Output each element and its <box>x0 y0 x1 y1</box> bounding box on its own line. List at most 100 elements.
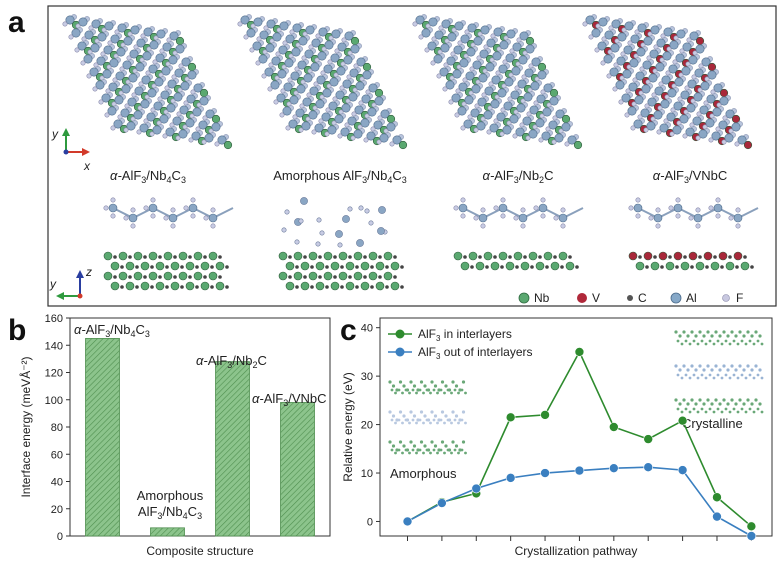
atom <box>96 56 106 66</box>
legend-swatch-f <box>722 294 730 302</box>
atom <box>315 241 321 247</box>
atom <box>203 275 207 279</box>
atom <box>461 410 466 414</box>
legend-label-f: F <box>736 291 743 305</box>
atom <box>278 251 288 261</box>
atom <box>195 265 199 269</box>
atom <box>355 265 359 269</box>
atom <box>695 261 705 271</box>
atom <box>143 27 153 37</box>
atom <box>133 271 143 281</box>
atom <box>700 81 710 91</box>
atom <box>503 101 513 111</box>
atom <box>674 364 678 368</box>
panel-c-plot-frame <box>379 317 773 537</box>
atom <box>130 25 140 35</box>
atom <box>390 281 400 291</box>
inset-amorphous-structure <box>388 380 467 455</box>
atom <box>218 275 222 279</box>
atom <box>642 60 652 70</box>
caption-amorphous-alf3-nb4c3: Amorphous AlF3/Nb4C3 <box>273 168 407 185</box>
atom <box>653 110 663 120</box>
atom <box>675 213 681 219</box>
atom <box>708 373 712 377</box>
atom <box>148 64 158 74</box>
atom <box>454 21 464 31</box>
atom <box>405 388 410 392</box>
atom <box>735 265 739 269</box>
atom <box>130 207 136 213</box>
atom <box>411 388 415 392</box>
atom <box>710 402 714 406</box>
atom <box>128 213 138 223</box>
atom <box>726 368 730 372</box>
atom <box>356 57 366 67</box>
atom <box>686 402 690 406</box>
atom <box>440 410 445 414</box>
bar-label-alpha-nb4c3: α-AlF3/Nb4C3 <box>74 322 150 339</box>
atom <box>688 410 692 414</box>
atom <box>695 207 701 213</box>
atom <box>661 75 671 85</box>
atom <box>188 137 194 143</box>
atom <box>542 107 552 117</box>
atom <box>174 68 184 78</box>
atom <box>655 223 661 229</box>
atom <box>523 92 533 102</box>
legend-swatch-nb <box>518 292 530 304</box>
atom <box>713 255 717 259</box>
atom <box>178 251 188 261</box>
data-point <box>540 410 550 420</box>
atom <box>512 42 522 52</box>
data-point <box>643 462 654 473</box>
atom <box>499 40 509 50</box>
atom <box>658 251 668 261</box>
atom <box>513 251 523 261</box>
atom <box>294 239 300 245</box>
atom <box>185 261 195 271</box>
atom <box>281 227 287 233</box>
atom <box>478 73 488 83</box>
atom <box>388 410 392 414</box>
atom <box>110 34 120 44</box>
atom <box>440 440 445 444</box>
atom <box>585 15 595 25</box>
atom <box>163 271 173 281</box>
atom <box>190 197 196 203</box>
atom <box>708 407 712 411</box>
atom <box>676 373 680 377</box>
atom <box>210 265 214 269</box>
atom <box>695 44 705 54</box>
atom <box>107 106 117 116</box>
atom <box>742 334 746 338</box>
atom <box>415 15 425 25</box>
atom <box>279 112 285 118</box>
atom <box>330 261 340 271</box>
atom <box>504 77 514 87</box>
element-legend: Nb V C Al F <box>518 291 743 305</box>
atom <box>440 43 450 53</box>
atom <box>700 407 704 411</box>
y-tick-label: 140 <box>45 340 63 352</box>
atom <box>165 285 169 289</box>
atom <box>453 448 457 452</box>
atom <box>418 34 424 40</box>
atom <box>185 281 195 291</box>
atom <box>485 265 489 269</box>
atom <box>298 218 304 224</box>
atom <box>680 261 690 271</box>
atom <box>545 265 549 269</box>
y-tick-label: 80 <box>51 422 63 434</box>
atom <box>436 73 442 79</box>
atom <box>103 251 113 261</box>
atom <box>90 43 100 53</box>
atom <box>343 55 353 65</box>
atom <box>405 448 410 452</box>
atom <box>210 207 216 213</box>
atom <box>433 54 443 64</box>
atom <box>473 127 479 133</box>
atom <box>170 281 180 291</box>
atom <box>653 213 663 223</box>
atom <box>300 197 308 205</box>
atom <box>698 364 702 368</box>
